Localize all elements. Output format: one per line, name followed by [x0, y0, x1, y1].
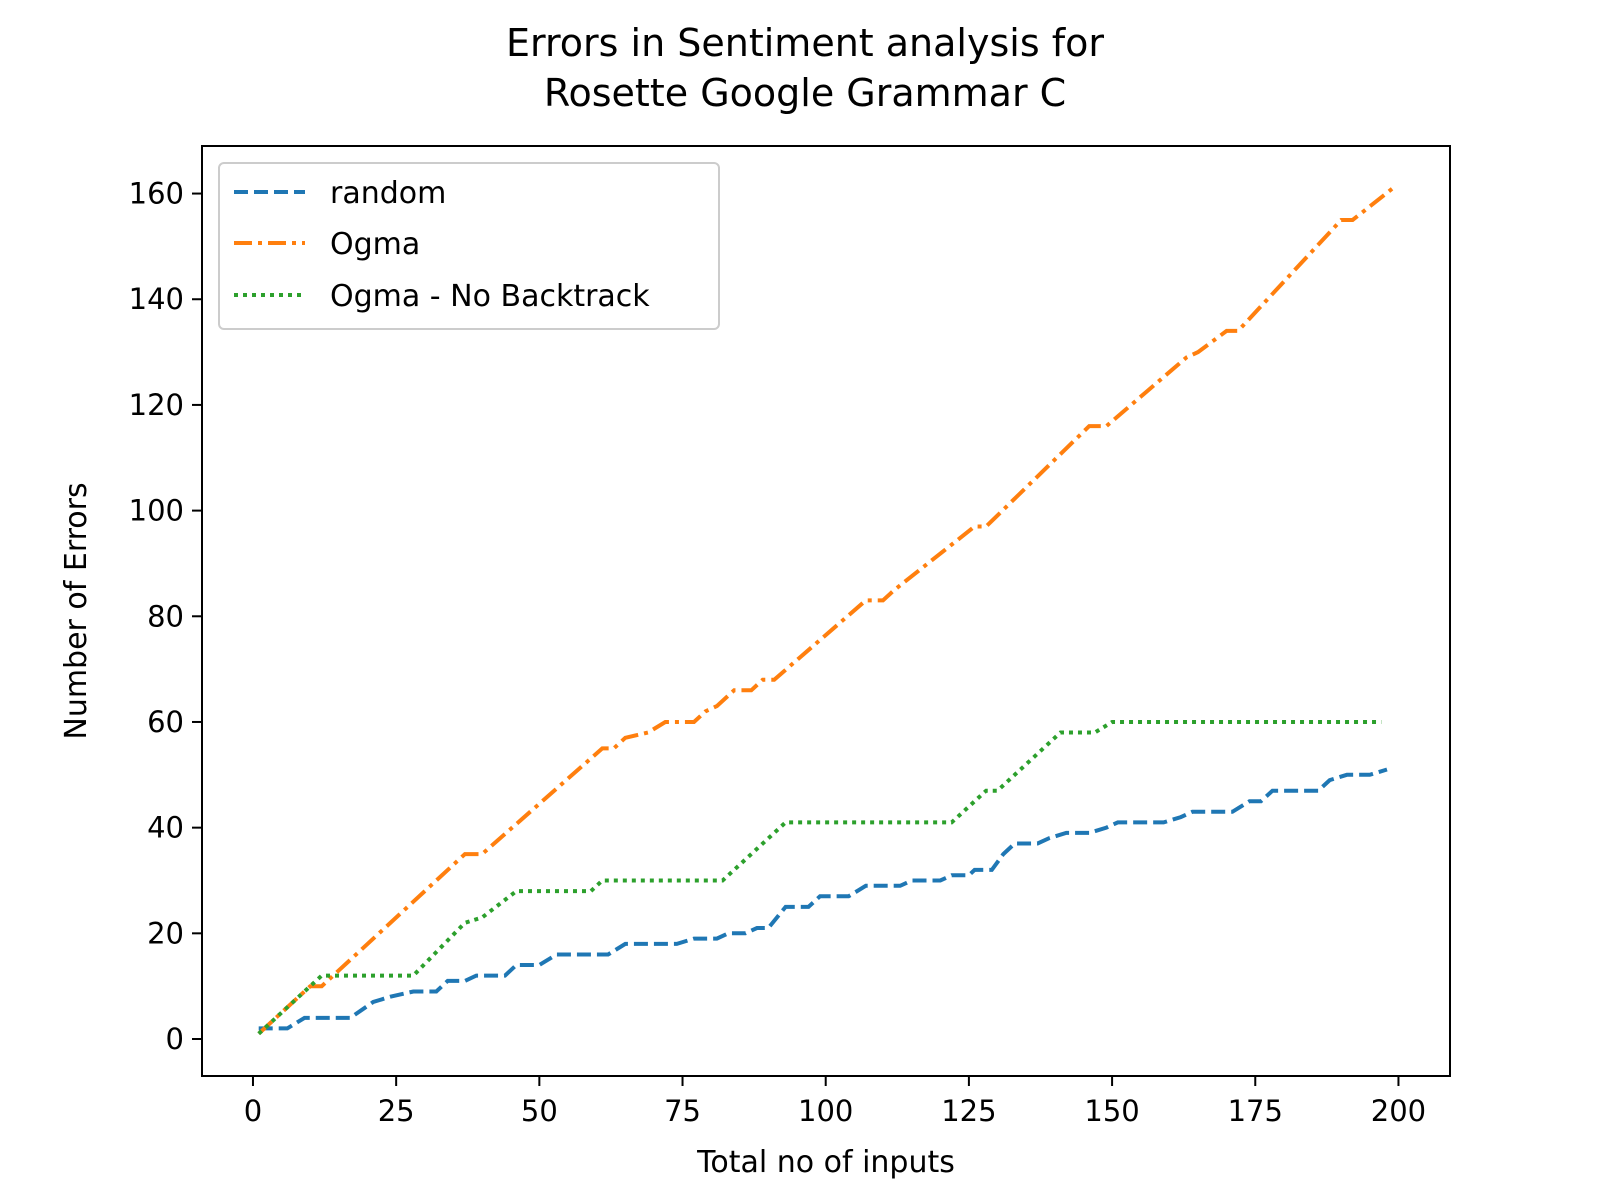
series-line-ogma-no-backtrack	[257, 720, 1382, 1036]
y-tick-label: 100	[129, 494, 184, 528]
y-axis-label: Number of Errors	[59, 482, 94, 739]
x-tick-label: 150	[1084, 1094, 1139, 1128]
x-tick-label: 175	[1228, 1094, 1283, 1128]
axes-frame	[201, 145, 1451, 1077]
y-tick-label: 120	[129, 388, 184, 422]
chart-title-line-2: Rosette Google Grammar C	[544, 71, 1066, 115]
series-line-random	[258, 767, 1388, 1031]
series-line-ogma	[257, 186, 1394, 1036]
x-axis-ticks: 0 25 50 75 100 125 150 175 200	[244, 1076, 1426, 1128]
plot-area	[257, 186, 1394, 1036]
y-tick-label: 20	[147, 916, 184, 950]
legend: random Ogma Ogma - No Backtrack	[218, 162, 720, 330]
x-tick-label: 125	[941, 1094, 996, 1128]
y-tick-label: 160	[129, 177, 184, 211]
y-tick-label: 140	[129, 282, 184, 316]
chart-title-line-1: Errors in Sentiment analysis for	[506, 21, 1104, 65]
x-axis-label: Total no of inputs	[696, 1145, 955, 1180]
y-tick-label: 60	[147, 705, 184, 739]
legend-label-random: random	[330, 176, 446, 211]
x-tick-label: 0	[244, 1094, 262, 1128]
legend-label-ogma: Ogma	[330, 227, 420, 262]
x-tick-label: 100	[798, 1094, 853, 1128]
x-tick-label: 75	[664, 1094, 701, 1128]
x-tick-label: 200	[1371, 1094, 1426, 1128]
y-tick-label: 0	[166, 1022, 184, 1056]
legend-label-ogma-no-backtrack: Ogma - No Backtrack	[330, 279, 650, 314]
y-tick-label: 80	[147, 599, 184, 633]
x-tick-label: 50	[521, 1094, 558, 1128]
x-tick-label: 25	[378, 1094, 415, 1128]
y-axis-ticks: 0 20 40 60 80 100 120 140 160	[129, 177, 202, 1056]
legend-box	[218, 162, 720, 330]
y-tick-label: 40	[147, 811, 184, 845]
